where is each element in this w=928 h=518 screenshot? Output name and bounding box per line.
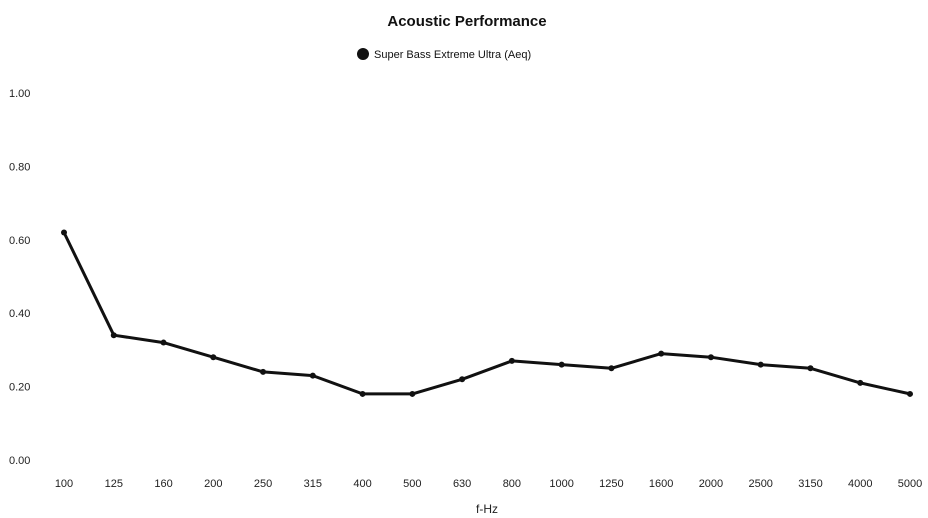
- y-tick-label: 0.60: [9, 235, 30, 247]
- data-point: [907, 390, 913, 397]
- data-point: [707, 354, 714, 361]
- x-axis-ticks: 100 125 160 200 250 315 400 500 630 800 1000 1250 16…: [55, 478, 922, 490]
- x-tick-label: 3150: [798, 478, 822, 490]
- data-point: [757, 361, 764, 368]
- x-tick-label: 400: [353, 478, 371, 490]
- x-tick-label: 1600: [649, 478, 673, 490]
- data-point: [658, 350, 665, 357]
- x-tick-label: 200: [204, 478, 222, 490]
- data-point: [210, 354, 217, 361]
- data-point: [110, 332, 117, 339]
- x-tick-label: 100: [55, 478, 73, 490]
- y-tick-label: 0.00: [9, 455, 30, 467]
- x-tick-label: 315: [304, 478, 322, 490]
- data-point: [61, 229, 67, 236]
- x-tick-label: 1000: [549, 478, 573, 490]
- y-tick-label: 0.80: [9, 161, 30, 173]
- data-point: [857, 379, 864, 386]
- data-point: [508, 357, 515, 364]
- x-tick-label: 2500: [748, 478, 772, 490]
- x-tick-label: 500: [403, 478, 421, 490]
- x-axis-title: f-Hz: [476, 502, 498, 516]
- legend-marker: [357, 48, 369, 60]
- data-point: [459, 376, 466, 383]
- data-point: [160, 339, 167, 346]
- x-tick-label: 5000: [898, 478, 922, 490]
- x-tick-label: 2000: [699, 478, 723, 490]
- data-point: [807, 365, 814, 372]
- y-tick-label: 0.40: [9, 308, 30, 320]
- data-point: [309, 372, 316, 379]
- x-tick-label: 250: [254, 478, 272, 490]
- x-tick-label: 160: [154, 478, 172, 490]
- data-point: [359, 390, 366, 397]
- data-point: [608, 365, 615, 372]
- legend-label: Super Bass Extreme Ultra (Aeq): [374, 49, 531, 61]
- x-tick-label: 1250: [599, 478, 623, 490]
- legend: Super Bass Extreme Ultra (Aeq): [357, 48, 531, 61]
- x-tick-label: 125: [105, 478, 123, 490]
- y-axis-ticks: 0.00 0.20 0.40 0.60 0.80 1.00: [9, 88, 30, 467]
- y-tick-label: 0.20: [9, 382, 30, 394]
- plot-area: [61, 229, 913, 397]
- chart-title: Acoustic Performance: [387, 13, 546, 30]
- y-tick-label: 1.00: [9, 88, 30, 100]
- x-tick-label: 800: [503, 478, 521, 490]
- x-tick-label: 4000: [848, 478, 872, 490]
- x-tick-label: 630: [453, 478, 471, 490]
- series-line: [62, 231, 911, 396]
- data-point: [558, 361, 565, 368]
- data-point: [409, 390, 416, 397]
- data-point: [260, 368, 267, 375]
